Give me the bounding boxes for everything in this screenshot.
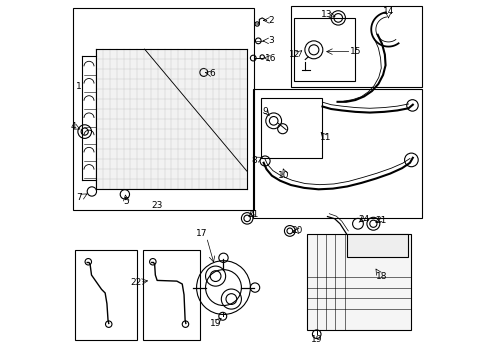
Text: 1: 1 [76, 82, 82, 91]
Text: 8: 8 [252, 156, 258, 165]
Text: 21: 21 [247, 210, 259, 219]
Bar [73, 8, 254, 211]
Text: 9: 9 [262, 107, 268, 116]
Text: 24: 24 [359, 215, 370, 224]
Text: 2: 2 [268, 15, 273, 24]
Bar [291, 6, 422, 87]
Text: 23: 23 [151, 201, 163, 210]
Text: 19: 19 [210, 319, 221, 328]
Text: 5: 5 [123, 197, 129, 206]
Text: 22: 22 [130, 278, 141, 287]
Text: 18: 18 [375, 271, 387, 280]
Text: 3: 3 [268, 36, 274, 45]
Bar [74, 250, 137, 339]
Text: 20: 20 [292, 226, 303, 235]
Polygon shape [96, 49, 247, 189]
Bar [261, 98, 322, 158]
Text: 15: 15 [350, 47, 362, 56]
Bar [253, 89, 422, 218]
Bar [294, 18, 355, 81]
Text: 21: 21 [375, 216, 386, 225]
Text: 6: 6 [209, 69, 215, 78]
Text: 11: 11 [320, 133, 331, 142]
Bar [307, 234, 411, 330]
Text: 4: 4 [71, 122, 76, 131]
Text: 7: 7 [76, 193, 82, 202]
Text: 13: 13 [321, 10, 333, 19]
Bar [347, 234, 408, 257]
Text: 16: 16 [265, 54, 276, 63]
Bar [143, 250, 200, 339]
Text: 17: 17 [196, 229, 207, 238]
Text: 14: 14 [383, 7, 394, 16]
Text: 10: 10 [278, 171, 289, 180]
Text: 19: 19 [311, 335, 322, 344]
Text: 12: 12 [289, 50, 300, 59]
